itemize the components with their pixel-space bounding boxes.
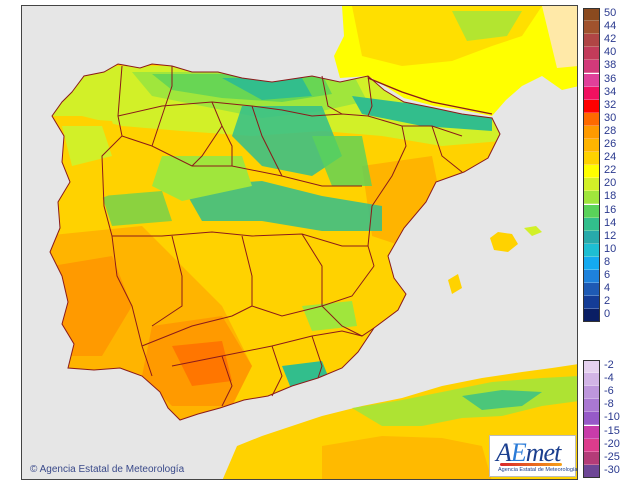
legend-swatch — [583, 47, 600, 61]
legend-swatch — [583, 438, 600, 452]
legend-label: 40 — [604, 46, 617, 59]
legend-swatch — [583, 73, 600, 87]
legend-swatch — [583, 243, 600, 257]
logo-swoosh-icon — [500, 463, 562, 466]
legend-label: 50 — [604, 7, 617, 19]
legend-swatch — [583, 256, 600, 270]
legend-swatch — [583, 204, 600, 218]
legend-swatch — [583, 360, 600, 374]
legend-label: 2 — [604, 295, 611, 308]
legend-swatch — [583, 86, 600, 100]
temperature-map — [21, 5, 578, 480]
legend-label: 16 — [604, 203, 617, 216]
legend-swatch — [583, 412, 600, 426]
legend-label: -4 — [604, 372, 614, 385]
legend-label: 8 — [604, 255, 611, 268]
legend-label: 30 — [604, 111, 617, 124]
legend-swatch — [583, 178, 600, 192]
ibiza-island — [448, 274, 462, 294]
legend-swatch — [583, 99, 600, 113]
legend-swatch — [583, 451, 600, 465]
france-east-zone — [542, 6, 577, 68]
pyrenees-border — [367, 77, 493, 115]
legend-swatch — [583, 425, 600, 439]
legend-label: 6 — [604, 269, 611, 281]
africa-atlas-zone — [352, 376, 577, 426]
legend-label: 28 — [604, 124, 617, 137]
legend-label: -8 — [604, 398, 614, 411]
legend-swatch — [583, 34, 600, 48]
legend-label: 22 — [604, 164, 617, 177]
africa-cold-zone — [462, 390, 542, 410]
legend-label: 12 — [604, 229, 617, 242]
legend-swatch — [583, 217, 600, 231]
legend-label: -30 — [604, 463, 620, 476]
logo-subtitle: Agencia Estatal de Meteorología — [498, 467, 578, 473]
logo-wordmark: AEmet — [496, 438, 561, 467]
aemet-logo: AEmet Agencia Estatal de Meteorología — [489, 435, 578, 477]
legend-label: -2 — [604, 359, 614, 371]
legend-swatch — [583, 270, 600, 284]
legend-label: 36 — [604, 72, 617, 85]
legend-swatch — [583, 464, 600, 478]
legend-label: 4 — [604, 282, 611, 295]
africa-hot-zone — [322, 436, 492, 479]
temperature-legend: 50 44 42 40 38 36 34 32 30 28 26 24 22 20 18 16 14 12 10 8 6… — [583, 7, 628, 486]
legend-label: 10 — [604, 242, 617, 255]
map-svg — [49, 6, 577, 479]
legend-swatch — [583, 399, 600, 413]
attribution-text: © Agencia Estatal de Meteorología — [30, 464, 185, 475]
legend-swatch — [583, 21, 600, 35]
legend-label: 34 — [604, 85, 617, 98]
legend-swatch — [583, 386, 600, 400]
legend-label: 14 — [604, 216, 617, 229]
legend-label: 38 — [604, 59, 617, 72]
legend-swatch — [583, 230, 600, 244]
legend-swatch — [583, 191, 600, 205]
legend-swatch — [583, 152, 600, 166]
legend-swatch — [583, 296, 600, 310]
legend-label: -6 — [604, 385, 614, 398]
legend-label: 18 — [604, 190, 617, 203]
legend-label: 20 — [604, 177, 617, 190]
legend-label: -15 — [604, 424, 620, 437]
legend-swatch — [583, 373, 600, 387]
legend-label: -20 — [604, 437, 620, 450]
legend-label: 26 — [604, 138, 617, 150]
legend-swatch — [583, 309, 600, 323]
legend-swatch — [583, 112, 600, 126]
legend-swatch — [583, 139, 600, 153]
legend-label: 0 — [604, 308, 611, 321]
legend-swatch — [583, 165, 600, 179]
legend-swatch — [583, 283, 600, 297]
legend-swatch — [583, 125, 600, 139]
legend-swatch — [583, 8, 600, 22]
legend-swatch — [583, 60, 600, 74]
legend-label: 44 — [604, 20, 617, 33]
legend-label: -10 — [604, 411, 620, 424]
legend-label: 42 — [604, 33, 617, 46]
region-borders — [49, 63, 501, 421]
menorca-island — [524, 226, 542, 236]
legend-label: 24 — [604, 151, 617, 164]
france-cool-zone — [452, 11, 522, 41]
mallorca-island — [490, 232, 518, 252]
legend-label: -25 — [604, 450, 620, 463]
legend-label: 32 — [604, 98, 617, 111]
